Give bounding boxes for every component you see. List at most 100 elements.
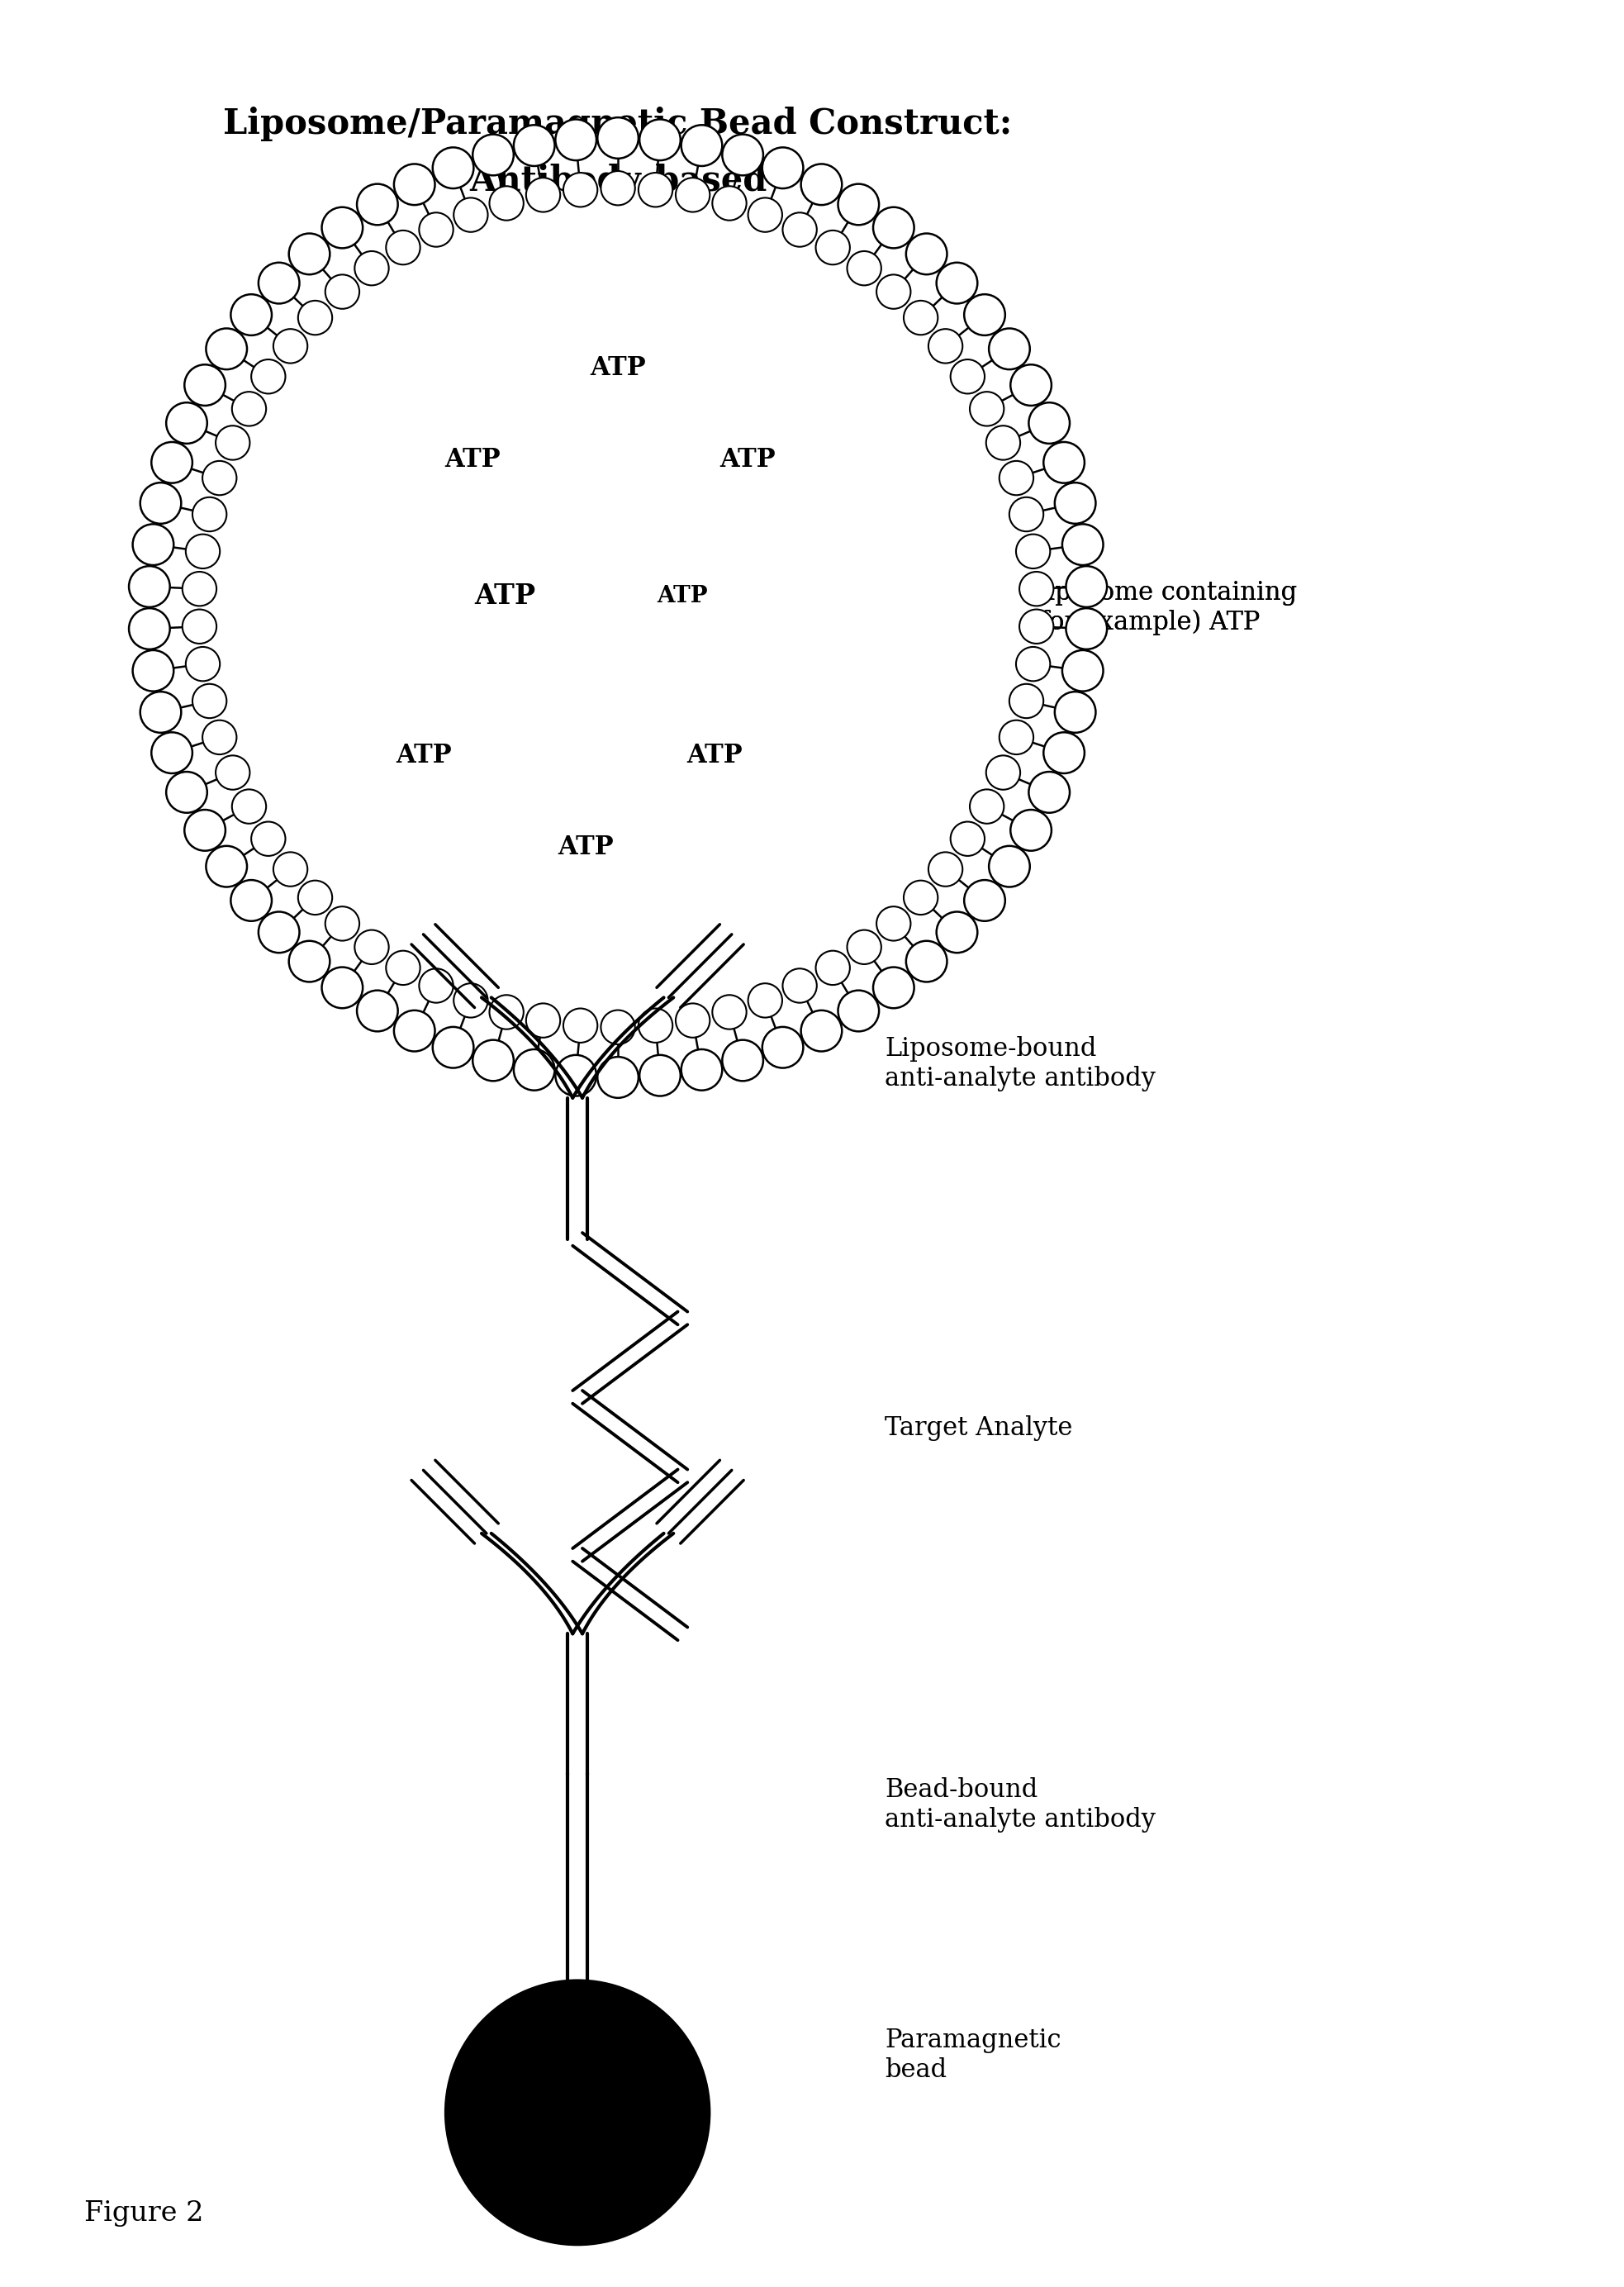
Circle shape [676,1004,710,1038]
Circle shape [203,462,237,494]
Circle shape [1054,691,1096,732]
Circle shape [1065,567,1108,606]
Circle shape [325,906,359,940]
Circle shape [801,1011,841,1052]
Circle shape [489,995,523,1029]
Circle shape [848,931,882,965]
Circle shape [937,913,978,954]
Circle shape [453,197,487,231]
Circle shape [182,608,216,643]
Circle shape [133,650,174,691]
Circle shape [445,1981,710,2246]
Circle shape [564,1009,598,1043]
Text: Liposome containing
(for example) ATP: Liposome containing (for example) ATP [1030,581,1298,636]
Circle shape [432,146,474,188]
Circle shape [252,359,286,393]
Circle shape [989,846,1030,887]
Circle shape [877,274,911,309]
Circle shape [526,178,560,213]
Circle shape [151,732,192,773]
Circle shape [513,1050,555,1091]
Circle shape [749,197,783,231]
Circle shape [185,535,219,569]
Circle shape [950,359,984,393]
Circle shape [965,880,1005,922]
Circle shape [749,983,783,1018]
Circle shape [601,172,635,206]
Circle shape [638,174,672,206]
Circle shape [598,1057,638,1098]
Circle shape [289,940,330,981]
Text: Antibody-based: Antibody-based [469,162,767,199]
Circle shape [192,496,227,531]
Circle shape [762,146,804,188]
Circle shape [903,300,937,334]
Circle shape [231,880,271,922]
Circle shape [216,206,1020,1011]
Circle shape [1009,684,1044,718]
Circle shape [783,970,817,1002]
Text: Target Analyte: Target Analyte [885,1416,1072,1441]
Circle shape [432,1027,474,1068]
Circle shape [166,771,208,812]
Text: Paramagnetic
bead: Paramagnetic bead [885,2029,1060,2083]
Text: ATP: ATP [687,743,742,768]
Circle shape [387,951,421,986]
Circle shape [929,853,963,887]
Circle shape [473,1041,513,1082]
Circle shape [473,135,513,176]
Circle shape [1010,364,1051,405]
Circle shape [1028,771,1070,812]
Circle shape [929,329,963,364]
Circle shape [395,165,435,206]
Text: ATP: ATP [445,446,500,473]
Circle shape [999,720,1033,755]
Circle shape [874,967,914,1009]
Text: ATP: ATP [719,446,775,473]
Circle shape [1017,647,1051,682]
Circle shape [354,931,388,965]
Circle shape [252,821,286,855]
Circle shape [801,165,841,206]
Circle shape [182,572,216,606]
Circle shape [877,906,911,940]
Circle shape [419,970,453,1002]
Circle shape [1020,608,1054,643]
Circle shape [206,846,247,887]
Text: ATP: ATP [396,743,451,768]
Circle shape [906,233,947,274]
Circle shape [783,213,817,247]
Circle shape [680,126,723,167]
Circle shape [185,364,226,405]
Circle shape [640,119,680,160]
Circle shape [848,252,882,286]
Circle shape [395,1011,435,1052]
Circle shape [453,983,487,1018]
Circle shape [185,647,219,682]
Circle shape [950,821,984,855]
Text: ATP: ATP [557,835,614,860]
Circle shape [513,126,555,167]
Circle shape [723,135,763,176]
Circle shape [762,1027,804,1068]
Circle shape [564,174,598,206]
Circle shape [723,1041,763,1082]
Circle shape [325,274,359,309]
Circle shape [999,462,1033,494]
Circle shape [216,755,250,789]
Circle shape [601,1011,635,1045]
Circle shape [203,720,237,755]
Circle shape [1020,572,1054,606]
Text: Bead-bound
anti-analyte antibody: Bead-bound anti-analyte antibody [885,1777,1156,1832]
Text: Figure 2: Figure 2 [84,2200,203,2228]
Circle shape [232,789,266,823]
Circle shape [1044,441,1085,483]
Text: Liposome-bound
anti-analyte antibody: Liposome-bound anti-analyte antibody [885,1036,1156,1091]
Circle shape [1009,496,1044,531]
Circle shape [354,252,388,286]
Circle shape [815,231,849,265]
Circle shape [906,940,947,981]
Circle shape [133,524,174,565]
Circle shape [713,995,747,1029]
Circle shape [526,1004,560,1038]
